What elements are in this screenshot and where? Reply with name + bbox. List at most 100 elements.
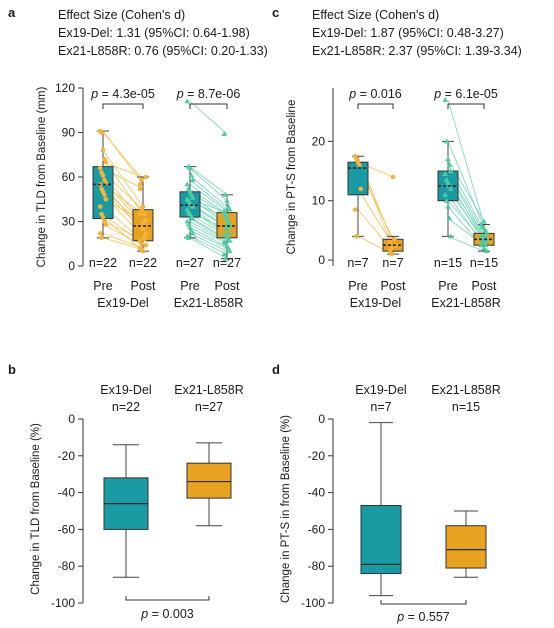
panel-c-group-2-post-point xyxy=(479,224,486,230)
panel-a-group-2-pre-point xyxy=(184,98,190,104)
panel-a-group-2-pair-line xyxy=(189,184,228,212)
panel-c-group-2-pair-line xyxy=(447,141,485,228)
panel-a-group-2-pvalue: p = 8.7e-06 xyxy=(176,87,241,101)
panel-a-group-2-pair-line xyxy=(189,221,228,243)
panel-a-group-2-pair-line xyxy=(189,237,228,259)
panel-a-group-1-post-point xyxy=(143,217,149,223)
panel-a-group-2-post-point xyxy=(222,191,229,197)
panel-a-y-tick-label: 0 xyxy=(68,259,75,273)
panel-c-group-2-post-point xyxy=(484,230,490,236)
panel-a-group-2-n-post: n=27 xyxy=(213,256,241,270)
panel-a-group-1-pre-point xyxy=(99,130,104,135)
panel-d-letter: d xyxy=(272,362,280,377)
panel-c-group-1-post-point xyxy=(387,239,393,245)
panel-a-group-2-post-point xyxy=(222,225,229,231)
panel-a-group-1-pvalue-label: p xyxy=(90,87,98,101)
panel-c-group-2-name: Ex21-L858R xyxy=(431,296,501,310)
panel-c-group-1-cat-pre: Pre xyxy=(348,279,368,293)
panel-a-group-1-post-point xyxy=(140,226,146,232)
panel-a-group-2-cat-post: Post xyxy=(214,279,240,293)
panel-a-y-tick-label: 60 xyxy=(62,170,76,184)
panel-b-pvalue-value: = 0.003 xyxy=(148,607,194,621)
panel-a-group-1-post-point xyxy=(139,241,144,247)
panel-a-group-2-pre-point xyxy=(185,234,192,240)
panel-a-group-1-post-point xyxy=(137,211,143,217)
panel-a-group-1-post-point xyxy=(143,174,149,180)
panel-c-group-1-pre-point xyxy=(358,186,364,192)
panel-a-group-2-pair-line xyxy=(189,224,228,245)
panel-b-box-2-n: n=27 xyxy=(195,400,223,414)
panel-b-pvalue: p = 0.003 xyxy=(140,607,194,621)
panel-a-group-2-post-point xyxy=(221,209,227,215)
panel-a-group-1-bracket xyxy=(102,103,144,109)
panel-c-group-2-pre-point xyxy=(442,171,448,177)
panel-a-group-2-pvalue-label: p xyxy=(176,87,184,101)
panel-a-group-1-pre-point xyxy=(103,222,109,227)
panel-a-group-1-post-point xyxy=(139,177,144,183)
panel-c-group-2-post-point xyxy=(481,245,487,251)
panel-c-y-label: Change in PT-S from Baseline xyxy=(286,100,298,255)
panel-a-group-1-pre-point xyxy=(103,196,109,202)
panel-a-group-1-pre-point xyxy=(97,165,103,171)
panel-a-group-2-pair-line xyxy=(189,179,228,210)
panel-a-y-tick-label: 90 xyxy=(62,126,76,140)
panel-a-group-2-post-point xyxy=(221,231,227,237)
panel-c-group-2-pre-point xyxy=(442,191,448,197)
panel-c-group-2-pre-point xyxy=(443,138,450,144)
panel-c-group-2-post-point xyxy=(478,242,484,248)
panel-c-group-1-post-point xyxy=(392,237,397,242)
panel-c-group-2-pre-point xyxy=(448,185,454,191)
panel-a-group-2-pvalue-value: = 8.7e-06 xyxy=(184,87,241,101)
panel-a-group-2-pre-point xyxy=(190,230,196,236)
panel-c-group-2-post-point xyxy=(481,233,487,239)
panel-c-group-2-post-point xyxy=(479,239,486,245)
panel-a-group-2-n-pre: n=27 xyxy=(176,256,204,270)
panel-c-group-2-pre-point xyxy=(442,96,448,102)
panel-a-group-2-pair-line xyxy=(189,101,228,135)
panel-a-group-2-post-point xyxy=(221,251,227,257)
panel-a-effect-title: Effect Size (Cohen's d) xyxy=(58,8,185,22)
panel-c-group-2-pvalue-label: p xyxy=(433,87,441,101)
panel-a-group-2-post-point xyxy=(227,230,233,236)
panel-c-group-2-pair-line xyxy=(447,158,485,222)
panel-b-box-2-box xyxy=(186,462,232,499)
panel-d-y-tick-label: -40 xyxy=(308,486,326,500)
panel-a-group-1-cat-pre: Pre xyxy=(93,279,113,293)
panel-c-group-1-pvalue-label: p xyxy=(348,87,356,101)
panel-c-group-1-name: Ex19-Del xyxy=(350,296,401,310)
panel-c-y-tick-label: 20 xyxy=(312,134,326,148)
panel-a-group-1-pre-point xyxy=(100,173,106,178)
panel-c-group-2-n-post: n=15 xyxy=(470,256,498,270)
panel-c-group-2-bracket xyxy=(447,103,485,109)
panel-a-group-2-name: Ex21-L858R xyxy=(174,296,244,310)
panel-b-pvalue-label: p xyxy=(140,607,148,621)
panel-c-group-2-pre-point xyxy=(445,203,451,209)
panel-a-group-1-pair-line xyxy=(102,132,144,181)
panel-c-group-2-pre-point xyxy=(446,162,453,168)
panel-a-group-2-pair-line xyxy=(189,227,228,248)
panel-c-group-1-pre-point xyxy=(352,207,358,212)
panel-a-group-1-pvalue-value: = 4.3e-05 xyxy=(98,87,155,101)
panel-a-group-1-post-point xyxy=(139,207,144,212)
panel-c-group-2-pair-line xyxy=(447,99,485,225)
panel-d-y-tick-label: -80 xyxy=(308,559,326,573)
panel-a-group-1-cat-post: Post xyxy=(130,279,156,293)
panel-d-y-tick-label: -20 xyxy=(308,449,326,463)
panel-b-box-1-n: n=22 xyxy=(112,400,140,414)
panel-c-effect-line: Ex19-Del: 1.87 (95%CI: 0.48-3.27) xyxy=(312,26,504,40)
panel-a-group-2-post-point xyxy=(224,197,230,203)
panel-a-group-1-n-post: n=22 xyxy=(129,256,157,270)
panel-a-group-2-post-point xyxy=(222,215,229,221)
panel-a-group-2-pair-line xyxy=(189,166,228,196)
panel-c-group-2-n-pre: n=15 xyxy=(434,256,462,270)
panel-a-effect-line: Ex21-L858R: 0.76 (95%CI: 0.20-1.33) xyxy=(58,44,268,58)
panel-a-y-tick-label: 120 xyxy=(55,81,75,95)
panel-a-group-2-post-point xyxy=(227,237,233,243)
panel-d-y-tick-label: -60 xyxy=(308,522,326,536)
panel-a-group-2-post-point xyxy=(227,206,233,212)
panel-a-group-1-post-point xyxy=(142,211,147,217)
panel-a-group-2-pair-line xyxy=(189,232,228,252)
panel-c-group-1-bracket xyxy=(357,103,394,109)
panel-a-group-1-pre-point xyxy=(102,192,107,198)
panel-a-group-1-pre-point xyxy=(100,214,106,220)
